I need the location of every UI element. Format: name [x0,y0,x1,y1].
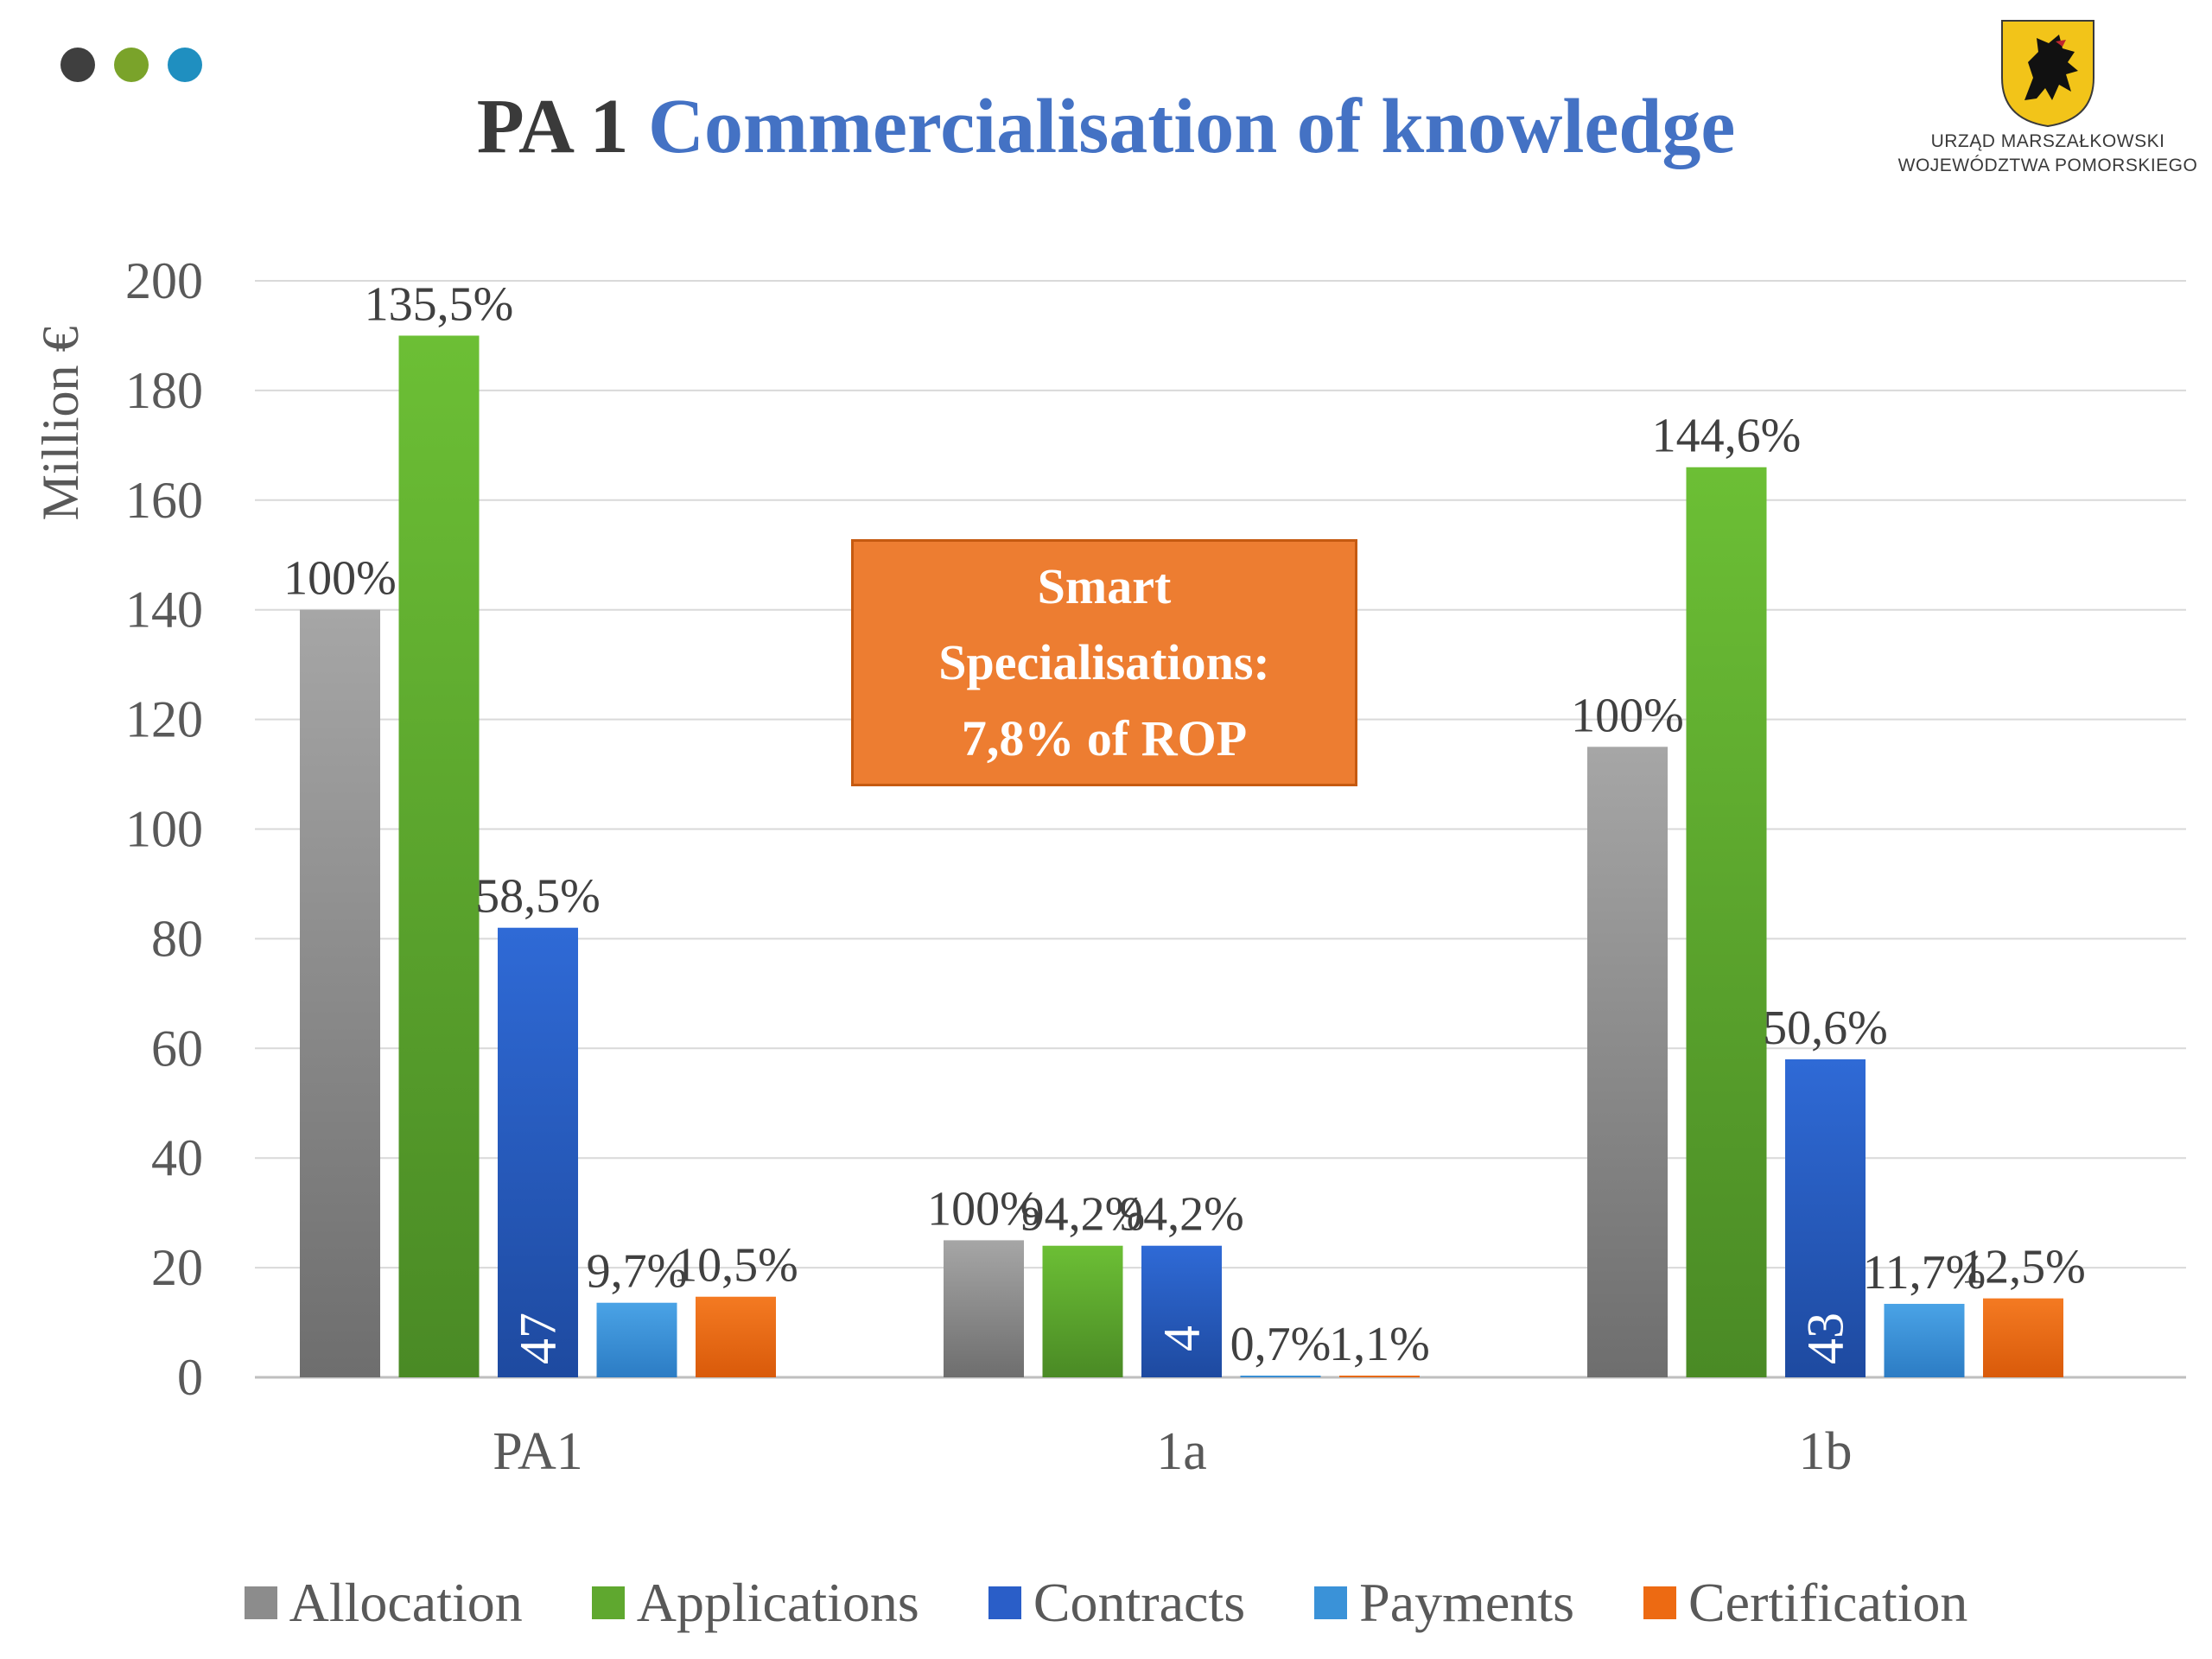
data-label-payments-1a: 0,7% [1230,1318,1332,1371]
title-main: Commercialisation of knowledge [648,84,1736,169]
y-tick-label: 0 [177,1349,203,1406]
bar-contracts-1a [1141,1245,1222,1377]
data-label-certification-pa1: 10,5% [673,1239,798,1293]
chart-legend: Allocation Applications Contracts Paymen… [0,1573,2212,1633]
callout-line-2: Specialisations: [938,634,1270,690]
legend-item-contracts: Contracts [988,1573,1245,1633]
bar-payments-1a [1240,1376,1321,1377]
data-label-payments-1b: 11,7% [1863,1246,1986,1300]
x-tick-label-pa1: PA1 [493,1422,583,1481]
bar-contracts-1b [1785,1058,1866,1377]
smart-specialisations-callout: Smart Specialisations: 7,8% of ROP [851,539,1357,786]
data-label-applications-pa1: 135,5% [365,277,514,331]
legend-swatch-applications [591,1586,625,1619]
bar-certification-pa1 [696,1296,776,1377]
dot-dark [60,48,95,82]
data-label-contracts-pa1: 58,5% [475,870,601,924]
callout-line-3: 7,8% of ROP [961,710,1248,766]
bar-certification-1a [1339,1376,1420,1377]
legend-item-applications: Applications [591,1572,919,1633]
data-label-contracts-1a: 94,2% [1119,1188,1244,1242]
data-label-allocation-1b: 100% [1571,689,1684,742]
griffin-shield-icon [2001,20,2094,128]
logo-text-line2: WOJEWÓDZTWA POMORSKIEGO [1897,156,2198,175]
y-tick-label: 120 [125,691,203,748]
legend-label-certification: Certification [1688,1572,1968,1633]
y-tick-label: 20 [151,1239,203,1296]
title-prefix: PA 1 [476,84,629,169]
data-label-allocation-1a: 100% [927,1182,1040,1236]
bar-allocation-1b [1587,747,1668,1377]
dot-blue [168,48,202,82]
legend-swatch-certification [1643,1586,1676,1619]
bar-contracts-pa1 [498,927,578,1377]
y-tick-label: 180 [125,362,203,419]
legend-swatch-contracts [988,1586,1021,1619]
y-axis-label: Million € [32,326,89,520]
data-label-certification-1a: 1,1% [1329,1318,1430,1371]
bar-applications-pa1 [398,335,480,1378]
bar-applications-1b [1686,467,1767,1377]
data-label-payments-pa1: 9,7% [587,1245,688,1299]
x-tick-label-1b: 1b [1799,1422,1853,1481]
y-tick-label: 100 [125,801,203,858]
y-tick-label: 200 [125,252,203,309]
legend-item-certification: Certification [1643,1573,1967,1633]
data-label-certification-1b: 12,5% [1961,1241,2086,1294]
inner-label-contracts-pa1: 47 [510,1313,567,1364]
data-label-applications-1b: 144,6% [1652,410,1802,463]
callout-line-1: Smart [1037,558,1172,614]
y-tick-label: 80 [151,910,203,967]
inner-label-contracts-1a: 4 [1154,1325,1211,1351]
bar-chart: 0 20 40 60 80 100 120 140 160 180 200 PA1 100% 135,5%… [32,252,2186,1481]
dot-green [114,48,149,82]
y-tick-label: 60 [151,1020,203,1077]
legend-swatch-payments [1314,1586,1348,1619]
y-tick-label: 40 [151,1129,203,1186]
logo-text-line1: URZĄD MARSZAŁKOWSKI [1930,131,2165,151]
y-tick-label: 160 [125,472,203,529]
x-tick-label-1a: 1a [1156,1422,1207,1481]
legend-swatch-allocation [244,1586,277,1619]
data-label-applications-1a: 94,2% [1020,1188,1146,1242]
inner-label-contracts-1b: 43 [1797,1313,1854,1364]
bar-payments-1b [1884,1303,1965,1377]
legend-label-applications: Applications [636,1572,919,1633]
decorative-dots [60,48,202,82]
y-tick-label: 140 [125,582,203,639]
page-title: PA 1 Commercialisation of knowledge [0,82,2212,171]
bar-certification-1b [1983,1298,2063,1377]
legend-item-allocation: Allocation [244,1572,523,1633]
data-label-contracts-1b: 50,6% [1763,1001,1888,1055]
legend-label-allocation: Allocation [289,1572,523,1633]
bar-applications-1a [1042,1245,1123,1377]
legend-label-contracts: Contracts [1033,1572,1246,1633]
bars [300,335,2063,1378]
logo: URZĄD MARSZAŁKOWSKI WOJEWÓDZTWA POMORSKI… [1897,17,2199,178]
bar-allocation-1a [944,1240,1024,1377]
labels: 0 20 40 60 80 100 120 140 160 180 200 PA1 100% 135,5%… [125,252,2086,1481]
legend-label-payments: Payments [1359,1572,1574,1633]
data-label-allocation-pa1: 100% [283,552,397,606]
bar-allocation-pa1 [300,609,380,1377]
legend-item-payments: Payments [1314,1573,1574,1633]
bar-payments-pa1 [596,1302,677,1377]
